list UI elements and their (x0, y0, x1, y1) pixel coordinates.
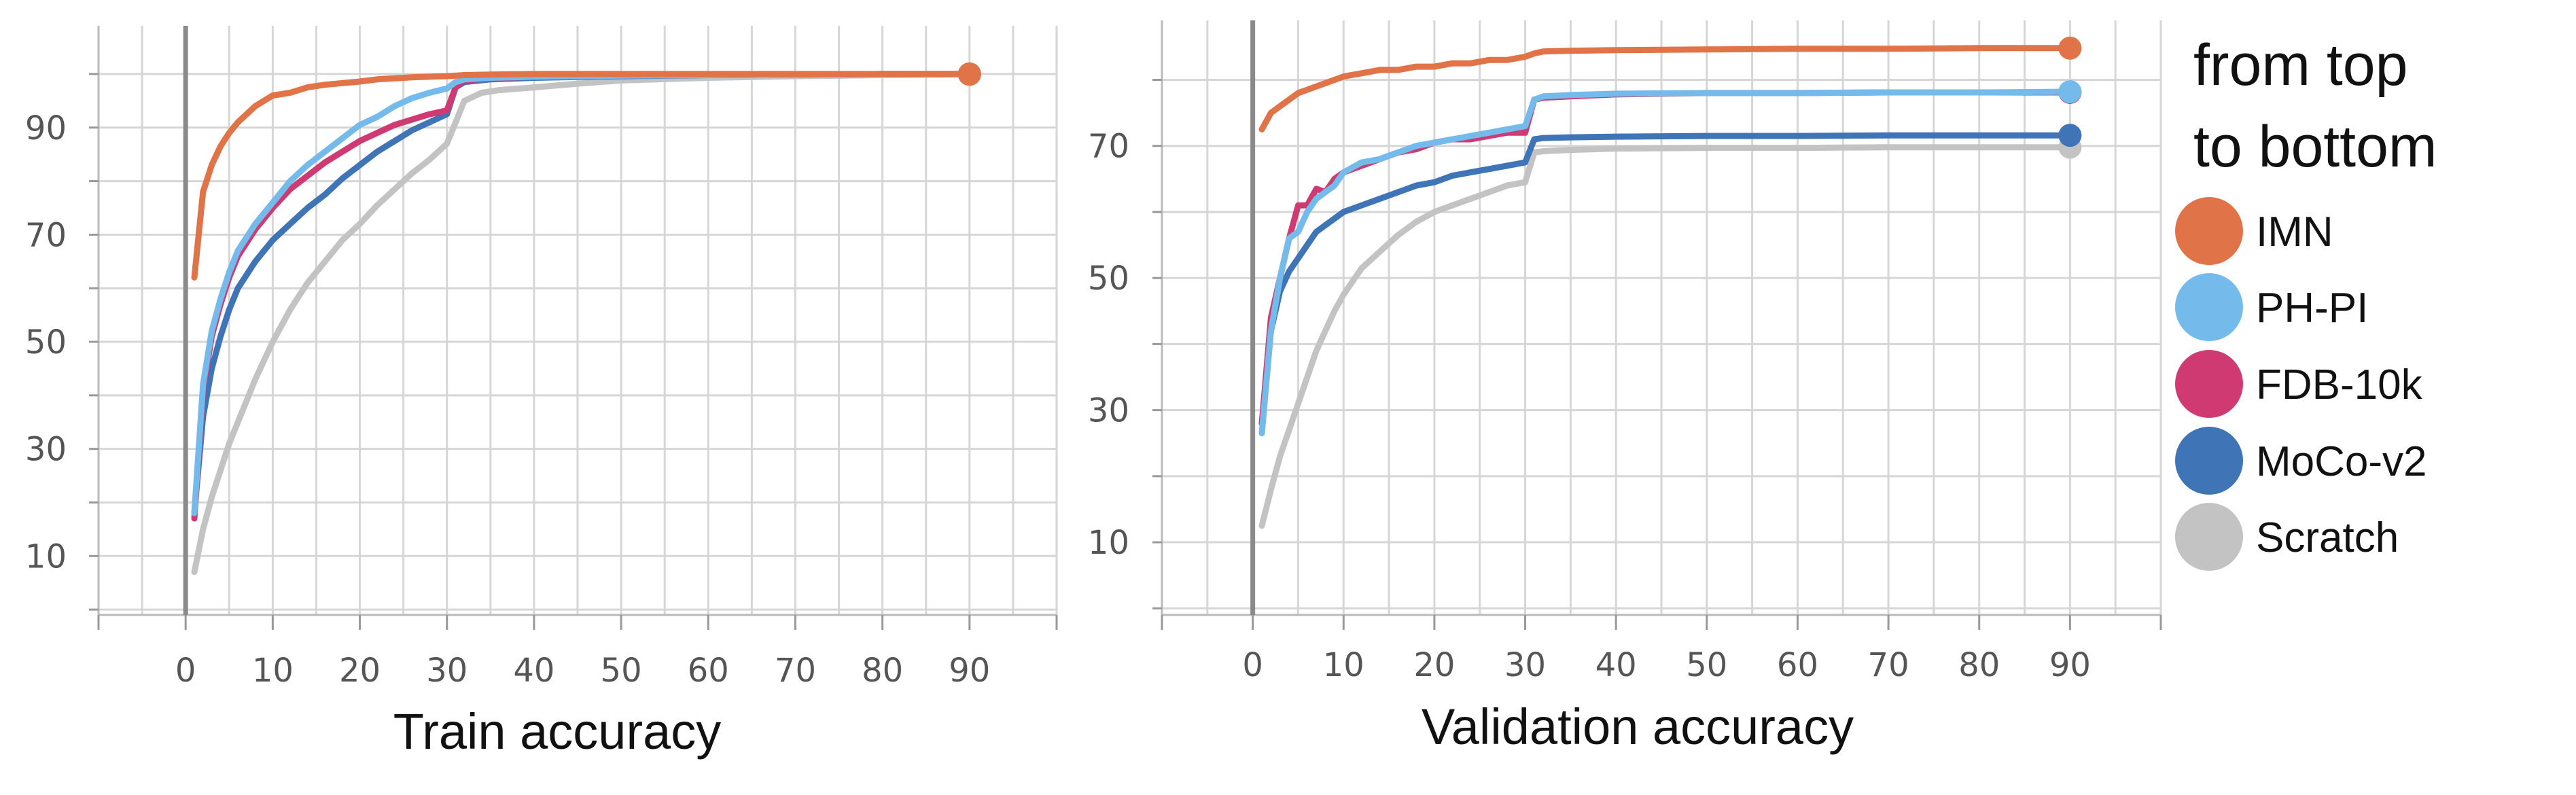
x-tick-label: 80 (862, 652, 903, 690)
validation-x-axis-label: Validation accuracy (1422, 699, 1854, 755)
validation-axes (1152, 20, 2162, 630)
train-accuracy-chart: 0 10 20 30 40 50 60 70 80 90 10 30 50 70 90 Train accu… (25, 26, 1058, 760)
validation-series-scratch-line (1258, 144, 2073, 529)
x-tick-label: 90 (2049, 646, 2091, 684)
validation-series-moco-v2-line (1258, 132, 2073, 427)
x-tick-label: 70 (775, 652, 816, 690)
y-tick-label: 70 (1088, 128, 1129, 166)
legend-label-moco-v2: MoCo-v2 (2256, 438, 2427, 485)
y-tick-label: 70 (25, 216, 67, 254)
x-tick-label: 20 (339, 652, 381, 690)
train-series-ph-pi-line (191, 71, 973, 516)
x-tick-label: 80 (1958, 646, 2000, 684)
validation-tick-labels: 0 10 20 30 40 50 60 70 80 90 10 30 50 70 (1088, 128, 2091, 684)
x-tick-label: 0 (175, 652, 196, 690)
train-grid (97, 26, 1058, 615)
y-tick-label: 50 (25, 323, 67, 361)
y-tick-label: 10 (1088, 524, 1129, 562)
train-x-axis-label: Train accuracy (393, 703, 722, 760)
legend-swatch-imn (2175, 197, 2243, 265)
legend-label-scratch: Scratch (2256, 514, 2399, 561)
train-series-moco-v2-line (191, 71, 973, 516)
legend-title-line-2: to bottom (2193, 114, 2437, 179)
train-series-scratch-line (191, 71, 973, 576)
train-series (191, 62, 981, 576)
y-tick-label: 30 (25, 431, 67, 469)
validation-grid (1161, 20, 2162, 615)
x-tick-label: 30 (426, 652, 467, 690)
x-tick-label: 70 (1868, 646, 1909, 684)
validation-accuracy-chart: 0 10 20 30 40 50 60 70 80 90 10 30 50 70 Validation a… (1088, 20, 2162, 755)
legend-label-fdb-10k: FDB-10k (2256, 361, 2423, 408)
validation-series-moco-v2-end-marker (2058, 124, 2082, 147)
validation-series-ph-pi-line (1258, 88, 2073, 437)
legend-title-line-1: from top (2193, 33, 2407, 98)
train-tick-labels: 0 10 20 30 40 50 60 70 80 90 10 30 50 70 90 (25, 109, 990, 690)
validation-series-imn-line (1258, 45, 2073, 132)
legend-swatch-scratch (2175, 503, 2243, 571)
validation-series-fdb-10k-line (1258, 89, 2073, 427)
validation-series-ph-pi-end-marker (2058, 80, 2082, 103)
legend-items: IMN PH-PI FDB-10k MoCo-v2 Scratch (2175, 197, 2427, 571)
y-tick-label: 50 (1088, 260, 1129, 298)
y-tick-label: 90 (25, 109, 67, 147)
validation-series (1258, 36, 2082, 529)
x-tick-label: 40 (513, 652, 554, 690)
x-tick-label: 90 (949, 652, 990, 690)
train-axes (89, 26, 1058, 630)
train-series-imn-end-marker (957, 62, 981, 86)
x-tick-label: 0 (1242, 646, 1263, 684)
legend-label-ph-pi: PH-PI (2256, 285, 2368, 332)
train-series-fdb-10k-line (191, 71, 973, 522)
y-tick-label: 10 (25, 537, 67, 576)
validation-series-imn-end-marker (2058, 36, 2082, 60)
legend: from top to bottom IMN PH-PI FDB-10k MoCo-v… (2175, 33, 2437, 571)
x-tick-label: 10 (252, 652, 294, 690)
x-tick-label: 50 (601, 652, 642, 690)
x-tick-label: 30 (1504, 646, 1546, 684)
x-tick-label: 20 (1413, 646, 1455, 684)
x-tick-label: 60 (688, 652, 729, 690)
x-tick-label: 10 (1323, 646, 1364, 684)
x-tick-label: 60 (1777, 646, 1818, 684)
legend-swatch-ph-pi (2175, 273, 2243, 341)
legend-swatch-fdb-10k (2175, 350, 2243, 418)
train-series-imn-line (191, 71, 973, 281)
x-tick-label: 50 (1686, 646, 1727, 684)
legend-swatch-moco-v2 (2175, 427, 2243, 495)
x-tick-label: 40 (1595, 646, 1637, 684)
legend-label-imn: IMN (2256, 209, 2333, 255)
y-tick-label: 30 (1088, 392, 1129, 430)
